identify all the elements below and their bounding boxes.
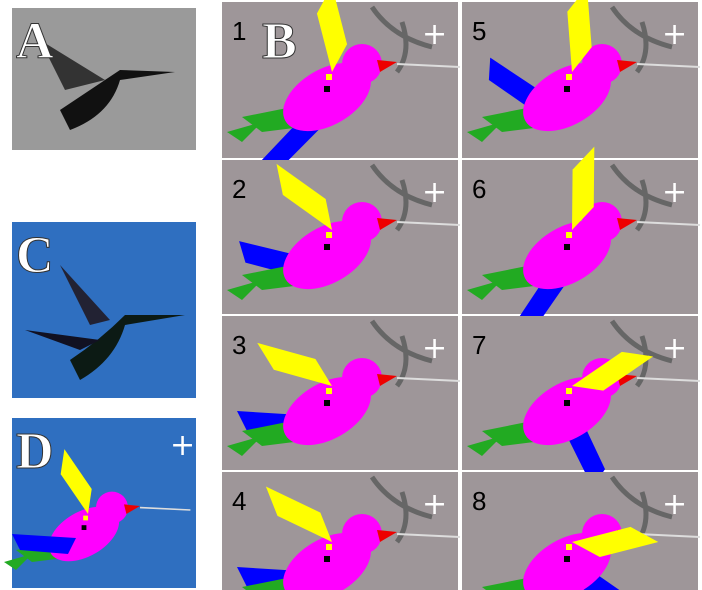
crosshair: + [170, 428, 195, 463]
panel-b: +1+2+3+4+5+6+7+8 [222, 0, 700, 590]
frame-number: 6 [472, 174, 486, 204]
frame: +2 [222, 151, 460, 314]
frame: +4 [222, 470, 460, 590]
crosshair: + [422, 487, 447, 522]
panel-label: A [16, 13, 54, 70]
frame: +3 [222, 316, 460, 470]
crosshair: + [662, 17, 687, 52]
frame-number: 3 [232, 330, 246, 360]
figure: A C + D +1+2+3+4+5+6+7+8 B [0, 0, 702, 590]
frame-number: 7 [472, 330, 486, 360]
frame: +8 [462, 472, 700, 590]
crosshair: + [662, 331, 687, 366]
panel-label: C [16, 227, 54, 284]
crosshair: + [422, 175, 447, 210]
frame: +1 [222, 0, 460, 176]
crosshair: + [422, 331, 447, 366]
frame: +7 [462, 316, 700, 488]
panel-c: C [12, 222, 196, 398]
crosshair: + [422, 17, 447, 52]
crosshair: + [662, 175, 687, 210]
frame-number: 8 [472, 486, 486, 516]
frame: +5 [462, 0, 700, 158]
frame: +6 [462, 142, 700, 339]
panel-d: + D [4, 418, 196, 588]
frame-number: 4 [232, 486, 246, 516]
panel-label: D [16, 423, 54, 480]
panel-label: B [262, 13, 297, 70]
crosshair: + [662, 487, 687, 522]
frame-number: 5 [472, 16, 486, 46]
frame-number: 2 [232, 174, 246, 204]
frame-number: 1 [232, 16, 246, 46]
panel-a: A [12, 8, 196, 150]
